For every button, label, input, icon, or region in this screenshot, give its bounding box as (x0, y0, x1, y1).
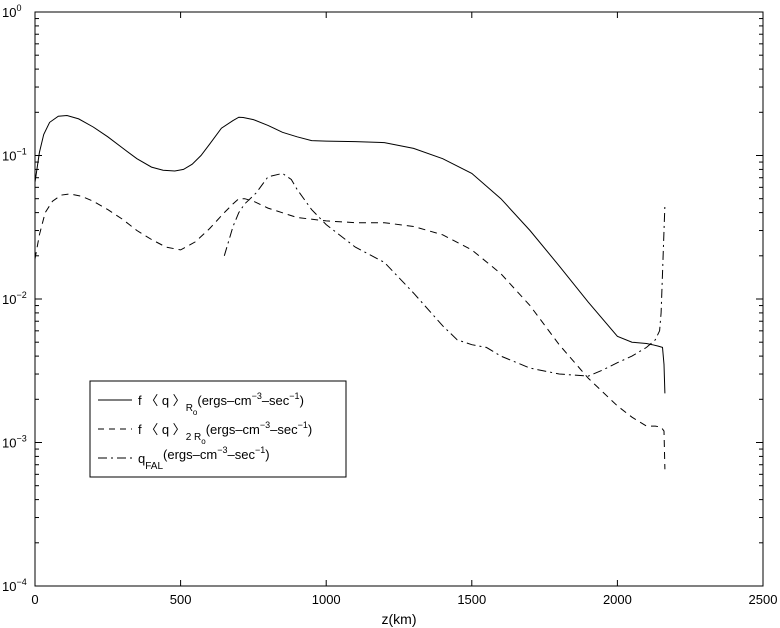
y-tick-label: 100 (2, 3, 21, 20)
series-fqr0-line (34, 114, 666, 394)
x-tick-label: 500 (170, 592, 192, 607)
x-tick-label: 1500 (457, 592, 486, 607)
x-tick-label: 2500 (749, 592, 778, 607)
y-tick-label: 10−4 (2, 577, 27, 594)
y-tick-label: 10−1 (2, 147, 27, 164)
x-tick-label: 2000 (603, 592, 632, 607)
y-tick-label: 10−3 (2, 434, 27, 451)
x-axis-label: z(km) (382, 611, 417, 627)
legend-label: f 〈 q 〉2 Ro(ergs–cm−3–sec−1) (138, 420, 312, 446)
series-qfal-line (223, 172, 666, 377)
legend-label: qFAL(ergs–cm−3–sec−1) (138, 445, 270, 472)
legend: f 〈 q 〉Ro(ergs–cm−3–sec−1) f 〈 q 〉2 Ro(er… (89, 380, 347, 478)
y-tick-label: 10−2 (2, 290, 27, 307)
x-tick-label: 1000 (312, 592, 341, 607)
legend-label: f 〈 q 〉Ro(ergs–cm−3–sec−1) (138, 391, 304, 417)
legend-box (89, 380, 347, 478)
x-tick-label: 0 (31, 592, 38, 607)
plot-frame (34, 11, 764, 587)
